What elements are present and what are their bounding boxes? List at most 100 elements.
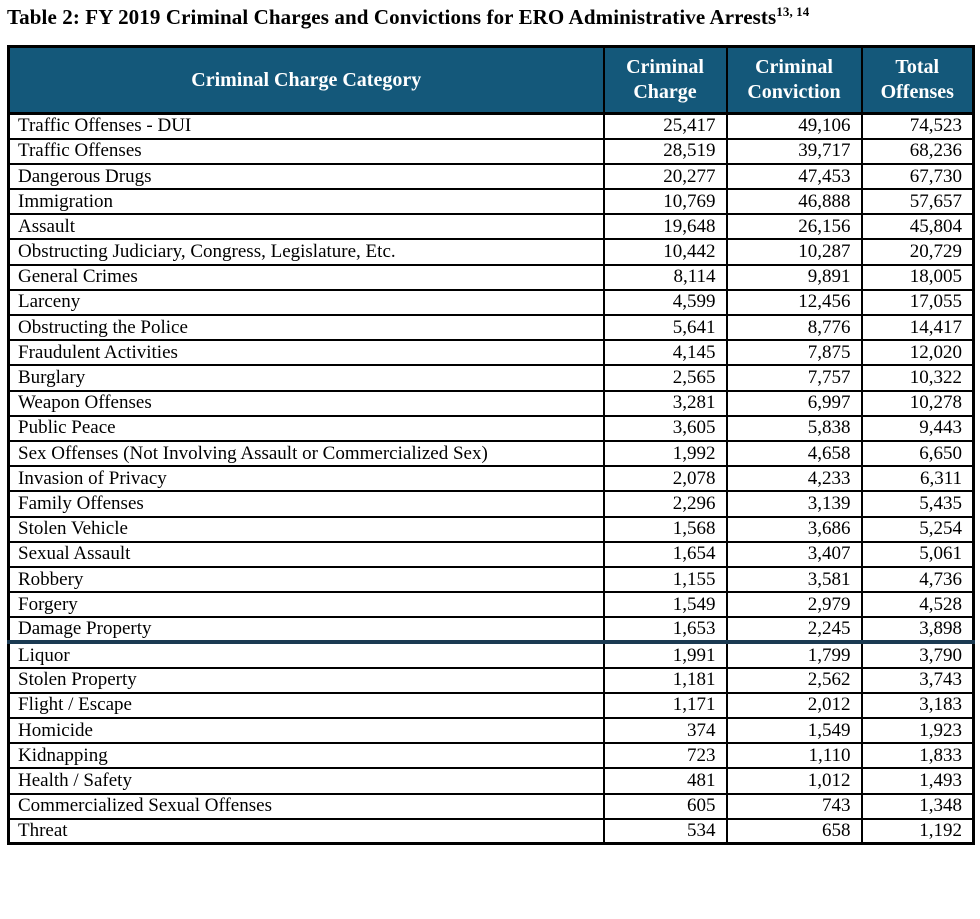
table-row: Obstructing the Police 5,641 8,776 14,417 [7, 313, 975, 342]
category-cell: Family Offenses [7, 490, 605, 518]
category-cell: Forgery [7, 591, 605, 619]
table-row: Invasion of Privacy 2,078 4,233 6,311 [7, 465, 975, 493]
category-cell: Sexual Assault [7, 540, 605, 568]
criminal-charge-cell: 1,992 [602, 439, 728, 468]
criminal-conviction-cell: 1,110 [725, 742, 863, 770]
category-cell: Larceny [7, 288, 605, 317]
criminal-conviction-cell: 2,562 [725, 666, 863, 694]
criminal-charge-cell: 1,181 [602, 666, 728, 694]
table-row: Health / Safety 481 1,012 1,493 [7, 767, 975, 795]
criminal-charge-cell: 1,171 [602, 691, 728, 720]
table-body: Traffic Offenses - DUI 25,417 49,106 74,523… [7, 112, 975, 845]
total-offenses-cell: 6,650 [860, 439, 975, 468]
category-cell: Health / Safety [7, 767, 605, 795]
criminal-conviction-cell: 3,139 [725, 490, 863, 518]
criminal-charge-cell: 19,648 [602, 213, 728, 241]
criminal-conviction-cell: 2,245 [725, 616, 863, 645]
table-row: Family Offenses 2,296 3,139 5,435 [7, 490, 975, 518]
table-row: Commercialized Sexual Offenses 605 743 1,34… [7, 792, 975, 820]
total-offenses-cell: 10,278 [860, 389, 975, 417]
criminal-conviction-cell: 47,453 [725, 162, 863, 191]
category-cell: Weapon Offenses [7, 389, 605, 417]
criminal-charge-cell: 10,442 [602, 238, 728, 266]
table-row: General Crimes 8,114 9,891 18,005 [7, 263, 975, 291]
column-header-total-offenses: Total Offenses [860, 45, 975, 115]
total-offenses-cell: 9,443 [860, 414, 975, 442]
total-offenses-cell: 3,790 [860, 641, 975, 669]
criminal-charge-cell: 1,991 [602, 641, 728, 669]
total-offenses-cell: 3,183 [860, 691, 975, 720]
table-row: Sexual Assault 1,654 3,407 5,061 [7, 540, 975, 568]
criminal-conviction-cell: 1,799 [725, 641, 863, 669]
criminal-charge-cell: 1,549 [602, 591, 728, 619]
total-offenses-cell: 14,417 [860, 313, 975, 342]
category-cell: Commercialized Sexual Offenses [7, 792, 605, 820]
total-offenses-cell: 12,020 [860, 339, 975, 367]
criminal-conviction-cell: 49,106 [725, 112, 863, 140]
category-cell: Threat [7, 817, 605, 845]
criminal-conviction-cell: 3,407 [725, 540, 863, 568]
criminal-charge-cell: 3,605 [602, 414, 728, 442]
criminal-conviction-cell: 3,686 [725, 515, 863, 543]
table-row: Traffic Offenses - DUI 25,417 49,106 74,523 [7, 112, 975, 140]
criminal-conviction-cell: 4,233 [725, 465, 863, 493]
total-offenses-cell: 1,923 [860, 716, 975, 745]
table-row: Damage Property 1,653 2,245 3,898 [7, 616, 975, 645]
criminal-charge-cell: 2,078 [602, 465, 728, 493]
criminal-charge-cell: 28,519 [602, 137, 728, 165]
criminal-charge-cell: 534 [602, 817, 728, 845]
total-offenses-cell: 4,736 [860, 565, 975, 594]
total-offenses-cell: 17,055 [860, 288, 975, 317]
category-cell: Homicide [7, 716, 605, 745]
table-row: Homicide 374 1,549 1,923 [7, 716, 975, 745]
criminal-conviction-cell: 7,875 [725, 339, 863, 367]
category-cell: General Crimes [7, 263, 605, 291]
criminal-conviction-cell: 2,012 [725, 691, 863, 720]
table-row: Traffic Offenses 28,519 39,717 68,236 [7, 137, 975, 165]
total-offenses-cell: 20,729 [860, 238, 975, 266]
table-header: Criminal Charge Category Criminal Charge… [7, 45, 975, 115]
table-row: Assault 19,648 26,156 45,804 [7, 213, 975, 241]
category-cell: Traffic Offenses - DUI [7, 112, 605, 140]
criminal-conviction-cell: 9,891 [725, 263, 863, 291]
page-title-text: Table 2: FY 2019 Criminal Charges and Co… [7, 5, 777, 29]
title-footnote-superscript: 13, 14 [776, 4, 810, 19]
table-row: Immigration 10,769 46,888 57,657 [7, 188, 975, 216]
criminal-charge-cell: 723 [602, 742, 728, 770]
criminal-charge-cell: 20,277 [602, 162, 728, 191]
criminal-charge-cell: 1,653 [602, 616, 728, 645]
table-row: Weapon Offenses 3,281 6,997 10,278 [7, 389, 975, 417]
criminal-conviction-cell: 1,012 [725, 767, 863, 795]
table-row: Dangerous Drugs 20,277 47,453 67,730 [7, 162, 975, 191]
total-offenses-cell: 45,804 [860, 213, 975, 241]
category-cell: Assault [7, 213, 605, 241]
category-cell: Robbery [7, 565, 605, 594]
criminal-conviction-cell: 12,456 [725, 288, 863, 317]
table-header-row: Criminal Charge Category Criminal Charge… [7, 45, 975, 115]
total-offenses-cell: 6,311 [860, 465, 975, 493]
criminal-charge-cell: 8,114 [602, 263, 728, 291]
document-page: Table 2: FY 2019 Criminal Charges and Co… [7, 4, 975, 846]
total-offenses-cell: 1,348 [860, 792, 975, 820]
category-cell: Public Peace [7, 414, 605, 442]
criminal-charge-cell: 2,296 [602, 490, 728, 518]
criminal-conviction-cell: 8,776 [725, 313, 863, 342]
criminal-charge-cell: 1,568 [602, 515, 728, 543]
total-offenses-cell: 57,657 [860, 188, 975, 216]
category-cell: Immigration [7, 188, 605, 216]
criminal-conviction-cell: 10,287 [725, 238, 863, 266]
criminal-conviction-cell: 46,888 [725, 188, 863, 216]
total-offenses-cell: 1,493 [860, 767, 975, 795]
criminal-charges-table: Criminal Charge Category Criminal Charge… [7, 45, 975, 846]
criminal-charge-cell: 3,281 [602, 389, 728, 417]
category-cell: Liquor [7, 641, 605, 669]
total-offenses-cell: 4,528 [860, 591, 975, 619]
table-row: Burglary 2,565 7,757 10,322 [7, 364, 975, 392]
criminal-conviction-cell: 5,838 [725, 414, 863, 442]
criminal-charge-cell: 374 [602, 716, 728, 745]
criminal-conviction-cell: 1,549 [725, 716, 863, 745]
category-cell: Kidnapping [7, 742, 605, 770]
table-row: Fraudulent Activities 4,145 7,875 12,020 [7, 339, 975, 367]
category-cell: Stolen Vehicle [7, 515, 605, 543]
criminal-charge-cell: 605 [602, 792, 728, 820]
